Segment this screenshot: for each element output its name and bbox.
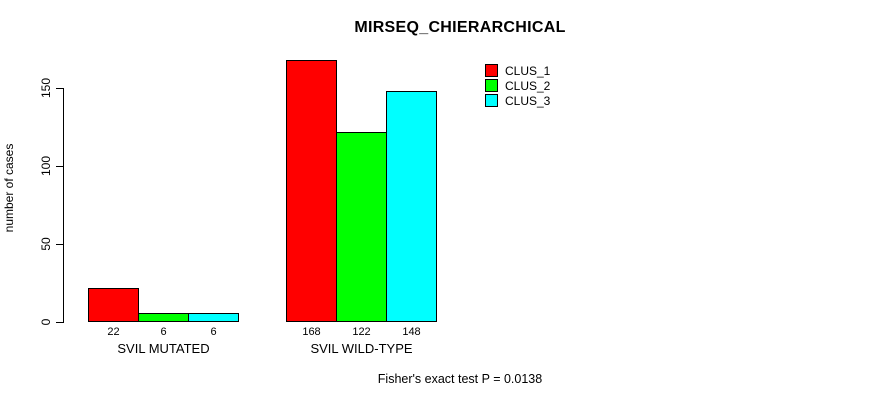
legend-item-clus1: CLUS_1: [485, 63, 551, 78]
y-tick-label-150: 150: [39, 77, 53, 99]
y-axis-line: [63, 88, 64, 323]
bar-value-label: 6: [210, 326, 217, 338]
legend-item-clus3: CLUS_3: [485, 93, 551, 108]
legend: CLUS_1 CLUS_2 CLUS_3: [485, 63, 551, 108]
bar-clus1-svil-mutated: [88, 288, 139, 322]
bar-value-label: 122: [352, 326, 371, 338]
bar-clus1-svil-wild-type: [286, 60, 337, 322]
y-tick-0: [56, 322, 63, 323]
y-tick-label-50: 50: [39, 237, 53, 251]
bar-value-label: 148: [402, 326, 421, 338]
bar-clus2-svil-wild-type: [336, 132, 387, 322]
y-axis-label: number of cases: [2, 143, 16, 233]
chart-title: MIRSEQ_CHIERARCHICAL: [354, 19, 566, 36]
legend-label-clus1: CLUS_1: [505, 63, 551, 78]
legend-label-clus3: CLUS_3: [505, 93, 551, 108]
y-tick-150: [56, 88, 63, 89]
bar-value-label: 168: [302, 326, 321, 338]
legend-item-clus2: CLUS_2: [485, 78, 551, 93]
y-tick-100: [56, 166, 63, 167]
legend-label-clus2: CLUS_2: [505, 78, 551, 93]
y-tick-label-100: 100: [39, 155, 53, 177]
legend-swatch-clus2: [485, 79, 498, 92]
bar-value-label: 6: [160, 326, 167, 338]
bar-clus3-svil-wild-type: [386, 91, 437, 322]
bar-value-label: 22: [107, 326, 120, 338]
legend-swatch-clus1: [485, 64, 498, 77]
bar-clus3-svil-mutated: [188, 313, 239, 322]
y-tick-50: [56, 244, 63, 245]
footnote-fisher-test: Fisher's exact test P = 0.0138: [377, 372, 543, 386]
x-category-label-svil-wild-type: SVIL WILD-TYPE: [310, 341, 413, 356]
x-category-label-svil-mutated: SVIL MUTATED: [117, 341, 210, 356]
y-tick-label-0: 0: [39, 318, 53, 326]
bar-clus2-svil-mutated: [138, 313, 189, 322]
legend-swatch-clus3: [485, 94, 498, 107]
